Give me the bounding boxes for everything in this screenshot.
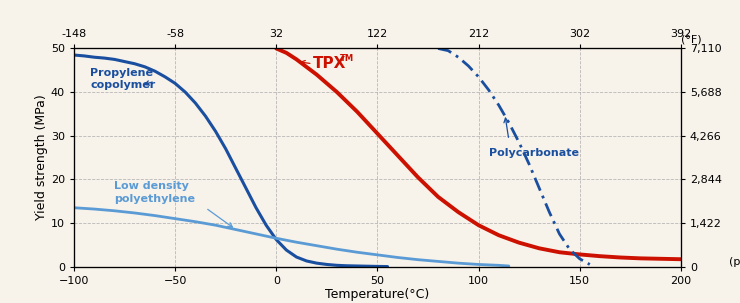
X-axis label: Temperature(°C): Temperature(°C)	[326, 288, 429, 301]
Text: TM: TM	[340, 54, 354, 63]
Text: Low density
polyethylene: Low density polyethylene	[115, 181, 195, 204]
Y-axis label: (psi): (psi)	[729, 257, 740, 267]
Text: Polycarbonate: Polycarbonate	[488, 148, 579, 158]
Text: Propylene
copolymer: Propylene copolymer	[90, 68, 155, 90]
Text: TPX: TPX	[313, 56, 346, 71]
Y-axis label: Yield strength (MPa): Yield strength (MPa)	[35, 95, 48, 221]
Text: (°F): (°F)	[681, 34, 702, 44]
